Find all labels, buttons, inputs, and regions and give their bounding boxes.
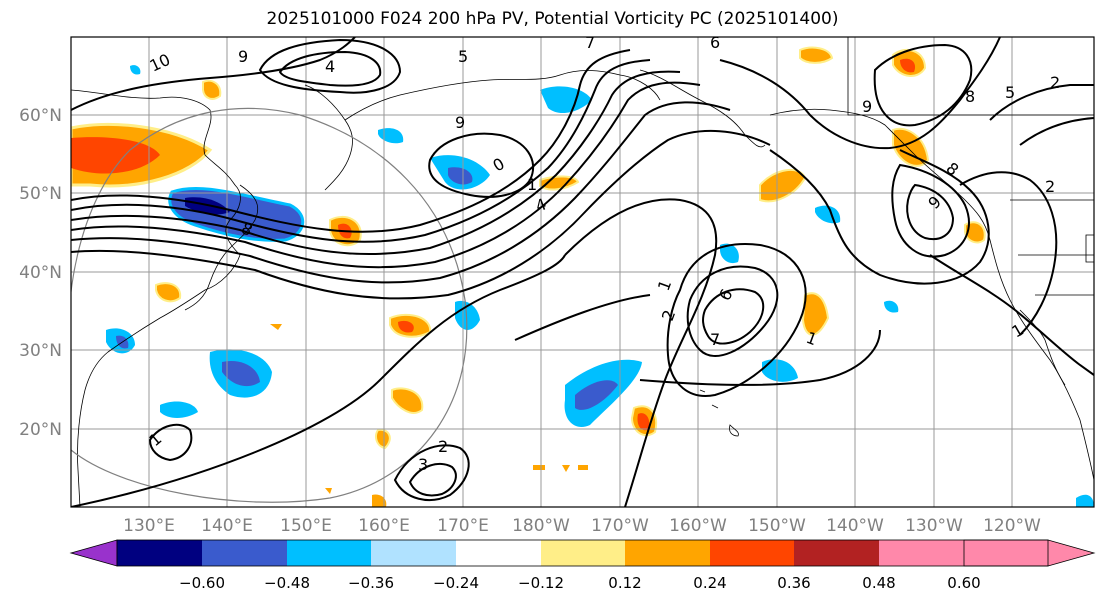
colorbar-extend-low — [69, 539, 118, 567]
contour-label: 3 — [418, 455, 428, 474]
lon-label: 160°E — [358, 516, 410, 536]
latitude-labels: 60°N 50°N 40°N 30°N 20°N — [19, 106, 62, 440]
colorbar-segment — [287, 540, 371, 566]
lon-label: 160°W — [669, 516, 727, 536]
colorbar-tick-label: 0.24 — [693, 574, 726, 592]
positive-anomaly-fills — [71, 46, 986, 507]
colorbar-segment — [710, 540, 794, 566]
contour-label: 6 — [710, 33, 720, 52]
contour-label: 9 — [238, 47, 248, 66]
colorbar-segment — [879, 540, 964, 566]
map-frame — [70, 36, 1095, 508]
contour-label: 2 — [1050, 73, 1060, 92]
colorbar-segment — [541, 540, 625, 566]
contour-label: 5 — [458, 47, 468, 66]
pv-contours — [71, 37, 1094, 507]
lon-label: 130°W — [905, 516, 963, 536]
lon-label: 170°W — [591, 516, 649, 536]
colorbar-tick-label: −0.24 — [433, 574, 479, 592]
contour-label: 8 — [965, 87, 975, 106]
negative-anomaly-fills — [106, 65, 1094, 507]
colorbar-extend-high — [963, 539, 1096, 567]
contour-label: 7 — [585, 33, 595, 52]
lat-label: 30°N — [19, 341, 62, 361]
lon-label: 120°W — [983, 516, 1041, 536]
longitude-labels: 130°E 140°E 150°E 160°E 170°E 180°W 170°… — [123, 516, 1041, 536]
colorbar-tick-label: −0.48 — [264, 574, 310, 592]
contour-label: 1 — [527, 175, 537, 194]
colorbar-tick-label: −0.60 — [179, 574, 225, 592]
lon-label: 150°E — [280, 516, 332, 536]
contour-label: 4 — [325, 57, 335, 76]
colorbar-tick-label: −0.12 — [518, 574, 564, 592]
colorbar: −0.60 −0.48 −0.36 −0.24 −0.12 0.12 0.24 … — [69, 539, 1096, 592]
lon-label: 180°W — [512, 516, 570, 536]
colorbar-segment — [794, 540, 879, 566]
lat-label: 50°N — [19, 184, 62, 204]
lon-label: 140°E — [201, 516, 253, 536]
colorbar-segment — [456, 540, 541, 566]
contour-label: 9 — [862, 97, 872, 116]
lon-label: 170°E — [437, 516, 489, 536]
map-title: 2025101000 F024 200 hPa PV, Potential Vo… — [266, 9, 839, 29]
contour-label: 2 — [1045, 177, 1055, 196]
colorbar-tick-label: 0.36 — [777, 574, 810, 592]
colorbar-segment — [117, 540, 202, 566]
great-circle-arc — [71, 107, 468, 503]
colorbar-tick-label: 0.48 — [862, 574, 895, 592]
colorbar-tick-label: −0.36 — [348, 574, 394, 592]
contour-label: 7 — [710, 330, 720, 349]
colorbar-tick-label: 0.60 — [947, 574, 980, 592]
lat-label: 40°N — [19, 263, 62, 283]
colorbar-tick-label: 0.12 — [608, 574, 641, 592]
contour-label: 5 — [1005, 83, 1015, 102]
lon-label: 150°W — [748, 516, 806, 536]
lat-label: 20°N — [19, 420, 62, 440]
contour-label: 2 — [438, 437, 448, 456]
colorbar-segment — [625, 540, 710, 566]
contour-label: 9 — [455, 113, 465, 132]
colorbar-segment — [202, 540, 287, 566]
colorbar-segment — [371, 540, 456, 566]
lat-label: 60°N — [19, 106, 62, 126]
lon-label: 140°W — [826, 516, 884, 536]
lon-label: 130°E — [123, 516, 175, 536]
